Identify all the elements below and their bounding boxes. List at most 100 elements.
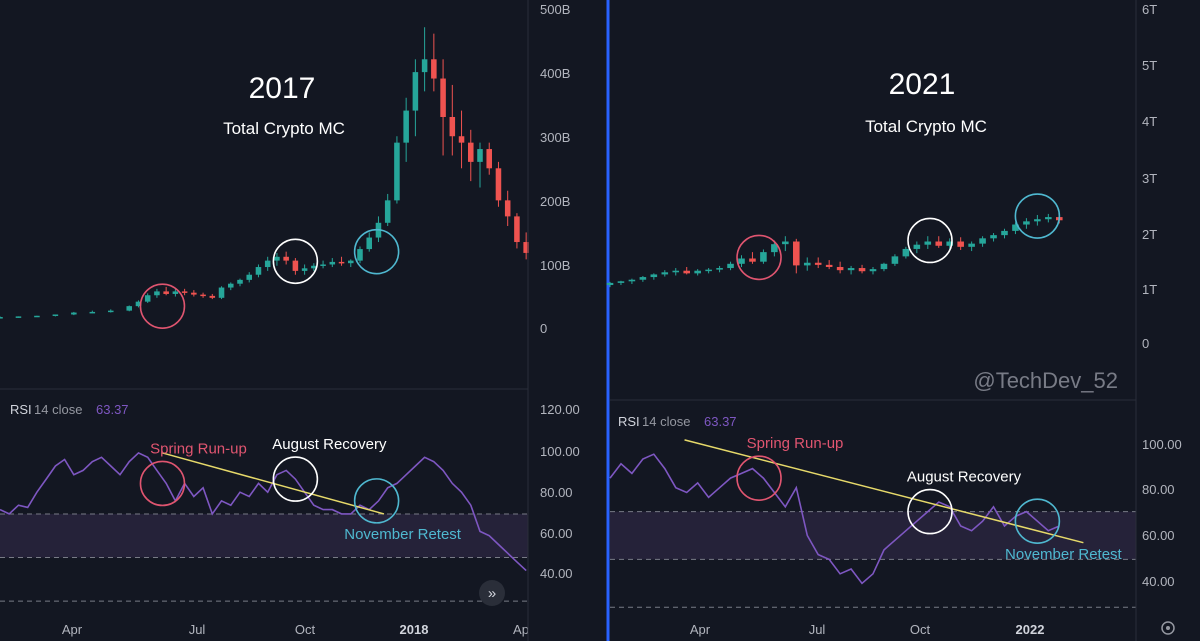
candle-body — [135, 301, 142, 307]
candle-body — [274, 256, 280, 261]
candle-body — [957, 241, 964, 247]
candle — [366, 232, 372, 252]
candle-body — [52, 314, 59, 316]
candle — [1023, 218, 1030, 229]
candle — [523, 232, 529, 260]
rsi-polyline — [609, 453, 1060, 585]
time-tick-label: Ap — [513, 622, 529, 637]
rsi-tick-label: 100.00 — [1142, 437, 1182, 452]
rsi-tick-label: 40.00 — [540, 566, 573, 581]
chart-subtitle-2021: Total Crypto MC — [865, 117, 987, 136]
candle-body — [979, 238, 986, 244]
candles-2021 — [606, 212, 1063, 288]
rsi-tick-label: 80.00 — [540, 485, 573, 500]
candle — [924, 236, 932, 249]
rsi-settings-2017: 14 close — [34, 402, 82, 417]
candle — [431, 33, 437, 92]
candle — [771, 240, 778, 257]
candle — [154, 288, 160, 298]
candle — [237, 278, 243, 287]
settings-gear-icon[interactable] — [1161, 621, 1175, 635]
candle — [858, 264, 866, 274]
candle-body — [34, 315, 40, 318]
time-axis-2021: Apr Jul Oct 2022 — [690, 622, 1045, 637]
candle-body — [320, 264, 326, 266]
rsi-band — [610, 511, 1136, 560]
candle-body — [705, 269, 712, 272]
rsi-line-2021 — [609, 453, 1060, 585]
scroll-to-realtime-button[interactable]: » — [479, 580, 505, 606]
candle — [246, 272, 252, 283]
time-tick-label: Apr — [690, 622, 711, 637]
candle-body — [228, 283, 234, 288]
price-tick-label: 200B — [540, 194, 570, 209]
rsi-axis-2017: 120.00 100.00 80.00 60.00 40.00 — [540, 402, 580, 581]
candle — [449, 84, 456, 156]
candle-body — [348, 260, 354, 264]
rsi-tick-label: 100.00 — [540, 444, 580, 459]
candle — [514, 213, 520, 249]
candle — [825, 260, 833, 270]
candle — [847, 265, 855, 275]
candle-body — [1001, 230, 1008, 236]
candle-body — [683, 270, 690, 274]
annotation-label: August Recovery — [272, 436, 387, 453]
candle-body — [108, 310, 114, 313]
rsi-axis-2021: 100.00 80.00 60.00 40.00 — [1142, 437, 1182, 589]
price-tick-label: 5T — [1142, 58, 1157, 73]
candle — [617, 280, 625, 286]
price-tick-label: 3T — [1142, 171, 1157, 186]
candle — [782, 236, 789, 252]
rsi-settings-2021: 14 close — [642, 414, 690, 429]
rsi-highlight-circle — [736, 455, 782, 501]
candle-body — [771, 244, 778, 253]
candle-body — [825, 264, 833, 267]
candle-body — [1012, 224, 1019, 231]
candle — [880, 262, 888, 272]
candle-body — [847, 268, 855, 271]
candle-body — [200, 294, 206, 297]
candle — [902, 246, 910, 259]
chart-subtitle-2017: Total Crypto MC — [223, 119, 345, 138]
candle — [979, 236, 986, 247]
price-tick-label: 4T — [1142, 114, 1157, 129]
candle — [727, 261, 734, 271]
annotations-2017: Spring Run-up August Recovery November Ret… — [139, 228, 462, 543]
candle-body — [1023, 221, 1030, 225]
rsi-tick-label: 60.00 — [540, 526, 573, 541]
candle-body — [477, 149, 483, 162]
candle-body — [617, 281, 625, 283]
annotation-label: August Recovery — [907, 469, 1022, 486]
price-highlight-circle — [1014, 193, 1061, 239]
panel-2017: Spring Run-up August Recovery November Ret… — [0, 0, 580, 641]
candle — [311, 263, 317, 271]
candle-body — [814, 262, 822, 265]
candle-body — [514, 216, 520, 243]
candle — [283, 251, 289, 265]
candle-body — [504, 200, 511, 217]
candle — [274, 252, 280, 266]
candle-body — [366, 237, 372, 250]
candle-body — [255, 267, 262, 275]
candle-body — [935, 241, 943, 246]
candle — [683, 266, 690, 275]
candle-body — [672, 270, 680, 273]
price-tick-label: 2T — [1142, 227, 1157, 242]
price-tick-label: 0 — [1142, 336, 1149, 351]
candle-body — [431, 59, 437, 79]
candle-body — [495, 168, 502, 201]
price-tick-label: 300B — [540, 130, 570, 145]
candle-body — [468, 142, 474, 162]
candle — [1034, 214, 1041, 226]
candle-body — [639, 277, 647, 280]
candle — [738, 255, 745, 267]
annotation-label: November Retest — [344, 526, 462, 543]
candle — [504, 190, 511, 226]
candle — [1012, 222, 1019, 235]
candle — [814, 257, 822, 269]
candle — [968, 241, 975, 252]
candle — [200, 292, 206, 298]
rsi-highlight-circle — [272, 456, 319, 502]
candle — [606, 281, 614, 288]
candle — [89, 310, 96, 314]
